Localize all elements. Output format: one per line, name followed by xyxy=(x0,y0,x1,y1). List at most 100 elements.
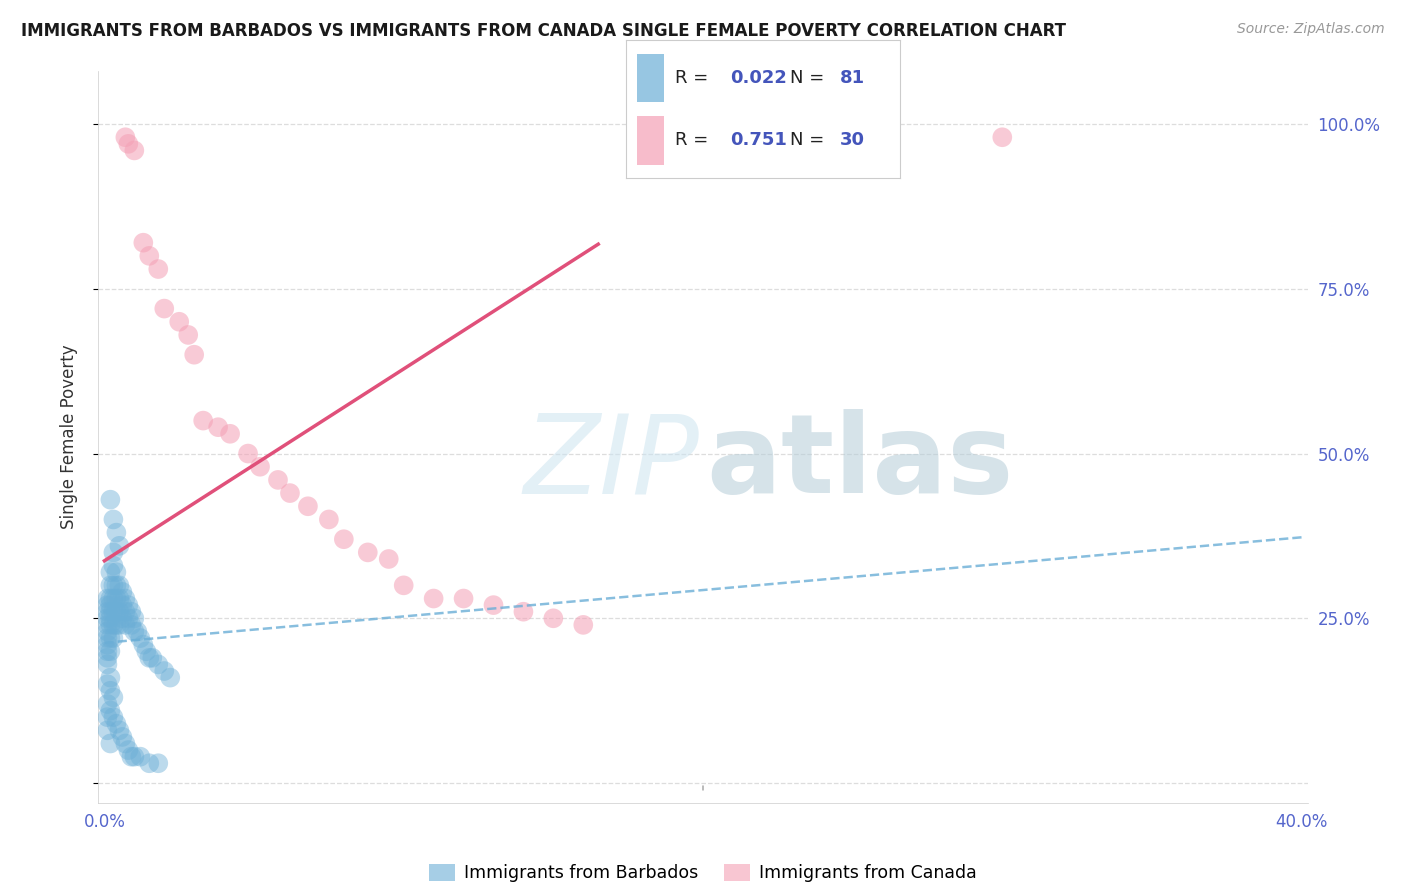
Point xyxy=(141,650,163,665)
Point xyxy=(108,605,131,619)
Point xyxy=(148,756,170,771)
Point xyxy=(100,683,122,698)
Point xyxy=(108,723,131,738)
Text: 0.022: 0.022 xyxy=(730,70,787,87)
Point xyxy=(103,605,125,619)
Point xyxy=(100,598,122,612)
Point xyxy=(153,301,176,316)
Point xyxy=(96,650,118,665)
Point xyxy=(96,638,118,652)
Point xyxy=(183,348,205,362)
Point xyxy=(111,730,134,744)
Point xyxy=(114,605,136,619)
Point xyxy=(124,611,146,625)
Text: Source: ZipAtlas.com: Source: ZipAtlas.com xyxy=(1237,22,1385,37)
Point xyxy=(138,756,160,771)
Point xyxy=(333,533,356,547)
Point xyxy=(96,644,118,658)
Point xyxy=(482,598,505,612)
Point xyxy=(105,591,128,606)
Text: 81: 81 xyxy=(839,70,865,87)
Point xyxy=(127,624,149,639)
Point xyxy=(991,130,1014,145)
Point xyxy=(167,315,190,329)
Point xyxy=(96,605,118,619)
Point xyxy=(100,631,122,645)
Point xyxy=(453,591,475,606)
Point xyxy=(377,552,399,566)
Point xyxy=(100,644,122,658)
Point xyxy=(96,677,118,691)
Point xyxy=(117,598,139,612)
Point xyxy=(357,545,380,559)
Point xyxy=(159,671,181,685)
Point xyxy=(120,618,142,632)
Point xyxy=(100,611,122,625)
Point xyxy=(193,414,215,428)
Point xyxy=(103,618,125,632)
Point xyxy=(120,749,142,764)
Point xyxy=(96,591,118,606)
Point xyxy=(219,426,242,441)
Point xyxy=(138,249,160,263)
Point xyxy=(100,671,122,685)
Text: 0.751: 0.751 xyxy=(730,131,787,149)
Point xyxy=(96,710,118,724)
Point xyxy=(114,737,136,751)
Point xyxy=(103,631,125,645)
Point xyxy=(96,657,118,672)
Point xyxy=(108,539,131,553)
Point xyxy=(100,591,122,606)
Point xyxy=(108,591,131,606)
Point xyxy=(103,591,125,606)
Point xyxy=(249,459,271,474)
Point xyxy=(422,591,444,606)
Point xyxy=(120,605,142,619)
Point xyxy=(100,492,122,507)
Point xyxy=(543,611,565,625)
Point xyxy=(111,585,134,599)
Point xyxy=(132,235,155,250)
Point xyxy=(129,631,152,645)
Point xyxy=(96,723,118,738)
Point xyxy=(512,605,534,619)
Point xyxy=(177,327,200,342)
Point xyxy=(114,618,136,632)
Point xyxy=(100,565,122,579)
Point xyxy=(100,704,122,718)
Point xyxy=(297,500,319,514)
Point xyxy=(100,737,122,751)
Point xyxy=(111,598,134,612)
Point xyxy=(108,578,131,592)
Y-axis label: Single Female Poverty: Single Female Poverty xyxy=(59,345,77,529)
Point xyxy=(100,618,122,632)
Point xyxy=(105,565,128,579)
Point xyxy=(124,144,146,158)
Bar xyxy=(637,116,664,164)
Point xyxy=(153,664,176,678)
Point xyxy=(207,420,229,434)
Point xyxy=(103,558,125,573)
Legend: Immigrants from Barbados, Immigrants from Canada: Immigrants from Barbados, Immigrants fro… xyxy=(422,856,984,889)
Text: R =: R = xyxy=(675,70,709,87)
Point xyxy=(148,657,170,672)
Point xyxy=(103,710,125,724)
Point xyxy=(392,578,415,592)
Point xyxy=(103,690,125,705)
Point xyxy=(100,605,122,619)
Point xyxy=(96,611,118,625)
Point xyxy=(103,545,125,559)
Point xyxy=(124,624,146,639)
Point xyxy=(103,578,125,592)
Point xyxy=(114,130,136,145)
Point xyxy=(105,618,128,632)
Text: IMMIGRANTS FROM BARBADOS VS IMMIGRANTS FROM CANADA SINGLE FEMALE POVERTY CORRELA: IMMIGRANTS FROM BARBADOS VS IMMIGRANTS F… xyxy=(21,22,1066,40)
Text: 30: 30 xyxy=(839,131,865,149)
Point xyxy=(117,611,139,625)
Text: R =: R = xyxy=(675,131,709,149)
Bar xyxy=(637,54,664,103)
Point xyxy=(105,605,128,619)
Point xyxy=(96,624,118,639)
Point xyxy=(129,749,152,764)
Point xyxy=(105,716,128,731)
